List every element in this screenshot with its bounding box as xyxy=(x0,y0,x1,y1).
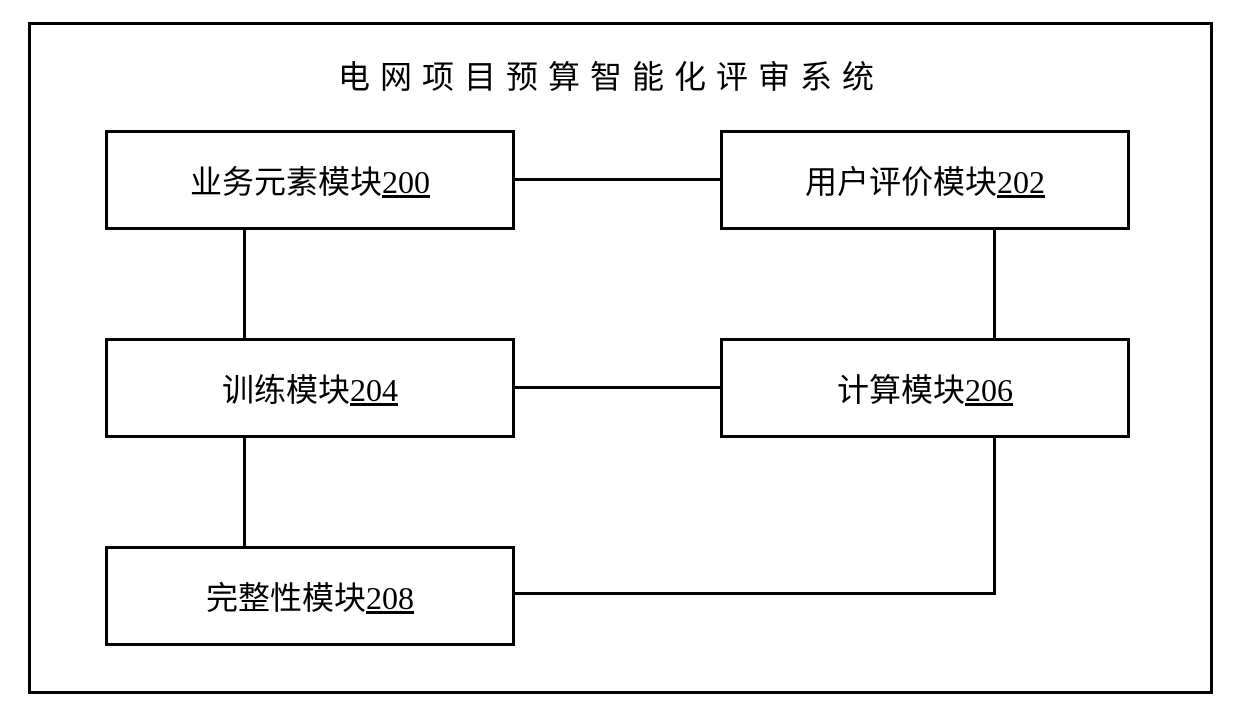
module-label: 用户评价模块202 xyxy=(805,157,1045,203)
module-label-prefix: 用户评价模块 xyxy=(805,164,997,200)
module-label-number: 208 xyxy=(366,580,414,616)
connector xyxy=(243,230,246,338)
connector xyxy=(243,438,246,546)
module-label: 计算模块206 xyxy=(837,365,1013,411)
module-label-number: 204 xyxy=(350,372,398,408)
connector xyxy=(993,230,996,338)
connector xyxy=(993,438,996,595)
module-label-prefix: 完整性模块 xyxy=(206,580,366,616)
connector xyxy=(515,386,720,389)
module-label: 完整性模块208 xyxy=(206,573,414,619)
module-label-number: 202 xyxy=(997,164,1045,200)
module-label-number: 206 xyxy=(965,372,1013,408)
module-label-number: 200 xyxy=(382,164,430,200)
module-label: 训练模块204 xyxy=(222,365,398,411)
module-label-prefix: 业务元素模块 xyxy=(190,164,382,200)
diagram-title: 电网项目预算智能化评审系统 xyxy=(338,52,884,98)
module-label-prefix: 计算模块 xyxy=(837,372,965,408)
connector xyxy=(515,178,720,181)
module-n200: 业务元素模块200 xyxy=(105,130,515,230)
connector xyxy=(515,592,996,595)
module-n204: 训练模块204 xyxy=(105,338,515,438)
module-n206: 计算模块206 xyxy=(720,338,1130,438)
module-label: 业务元素模块200 xyxy=(190,157,430,203)
module-n208: 完整性模块208 xyxy=(105,546,515,646)
module-label-prefix: 训练模块 xyxy=(222,372,350,408)
module-n202: 用户评价模块202 xyxy=(720,130,1130,230)
